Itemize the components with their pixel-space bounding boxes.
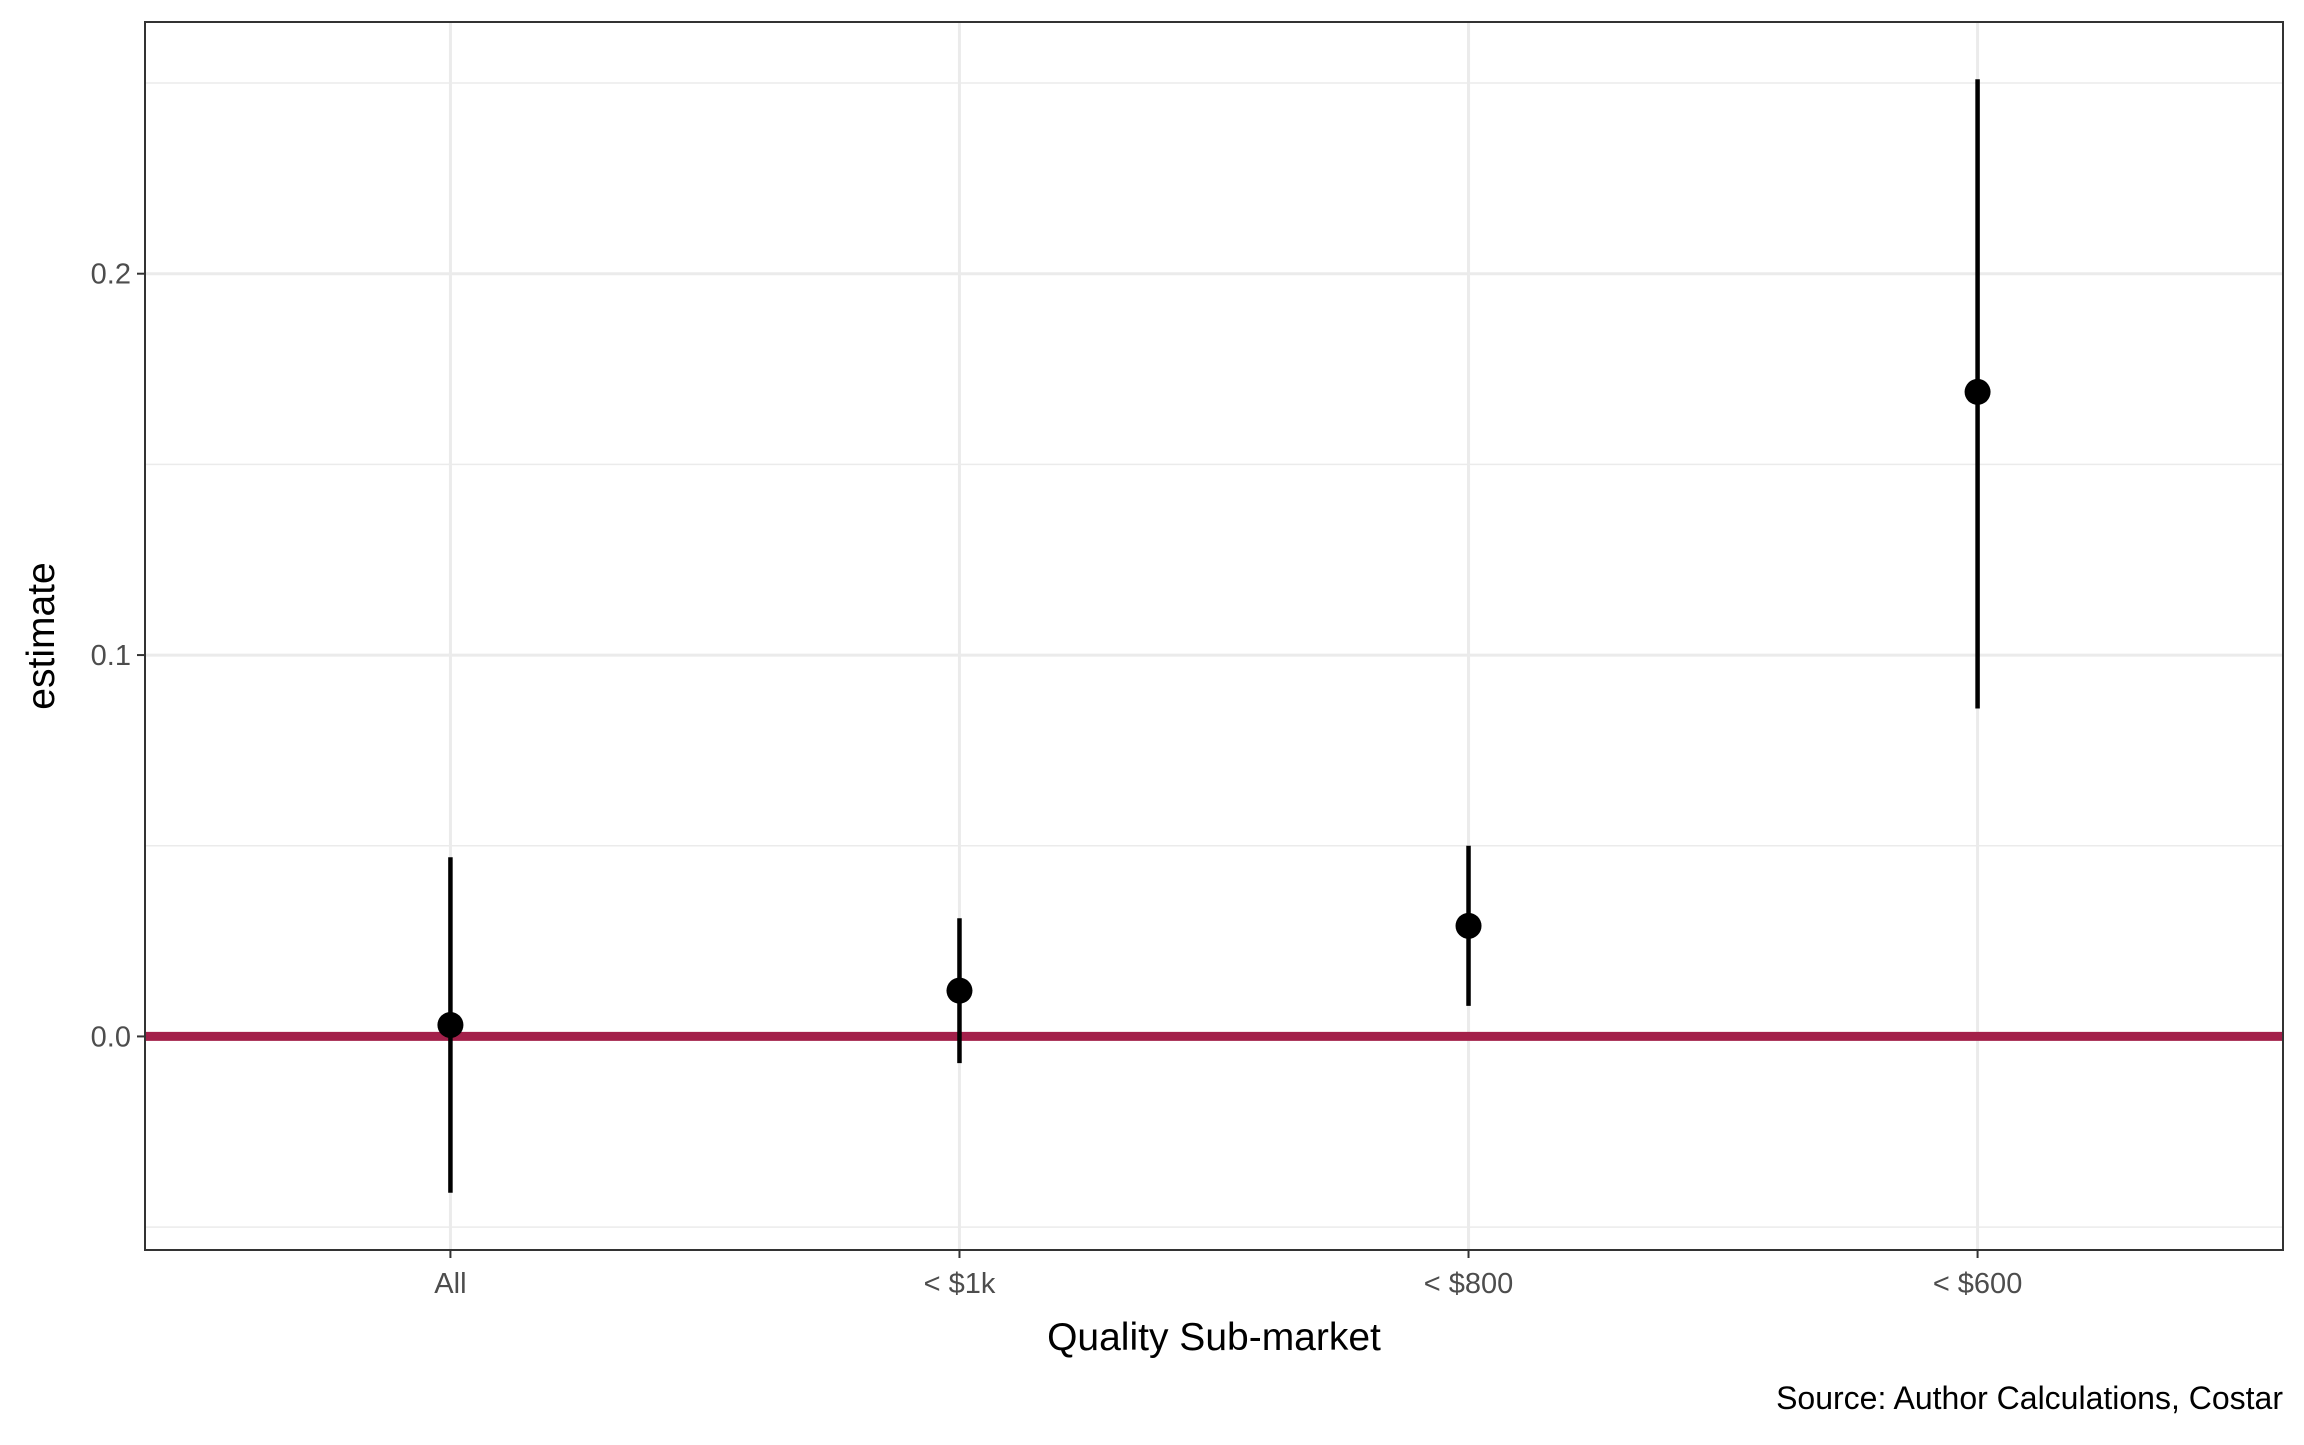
y-tick-label: 0.2: [91, 259, 131, 291]
y-tick-label: 0.0: [91, 1021, 131, 1053]
y-axis-title: estimate: [20, 562, 63, 709]
y-axis: 0.0 0.1 0.2: [91, 259, 145, 1053]
y-tick-label: 0.1: [91, 640, 131, 672]
estimate-point: [1964, 378, 1991, 405]
data-layer: [437, 79, 1991, 1193]
x-axis-title: Quality Sub-market: [1047, 1316, 1381, 1359]
estimate-point: [1455, 912, 1482, 939]
estimate-point: [946, 977, 973, 1004]
source-caption: Source: Author Calculations, Costar: [1776, 1380, 2283, 1416]
x-axis: All < $1k < $800 < $600: [434, 1250, 2022, 1300]
x-tick-label: < $800: [1424, 1268, 1514, 1300]
estimate-point: [437, 1011, 464, 1038]
panel-background: [145, 22, 2283, 1250]
x-tick-label: < $600: [1933, 1268, 2023, 1300]
x-tick-label: < $1k: [924, 1268, 996, 1300]
x-tick-label: All: [434, 1268, 466, 1300]
panel-border: [144, 21, 2284, 1251]
